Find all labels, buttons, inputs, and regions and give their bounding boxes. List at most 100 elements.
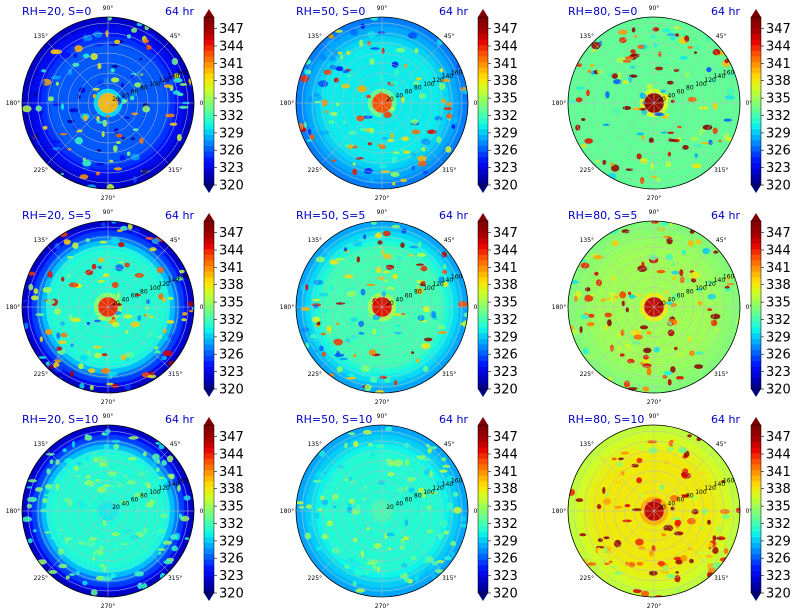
heatmap-cell [344,442,348,449]
heatmap-cell [400,530,406,536]
heatmap-cell [610,164,620,172]
colorbar-segment [204,232,214,239]
angle-tick-label: 270° [101,195,115,202]
colorbar-segment [478,553,488,560]
angle-tick-label: 225° [34,371,48,378]
heatmap-cell [658,227,664,231]
heatmap-cell [101,131,105,138]
heatmap-cell [149,315,154,319]
heatmap-cell [415,77,422,81]
polar-frame [21,16,195,190]
heatmap-cell [656,269,666,274]
angular-gridline [381,42,443,104]
heatmap-cell [301,307,310,311]
angular-gridline [593,246,655,308]
heatmap-cell [108,371,119,377]
heatmap-cell [616,333,621,338]
heatmap-cell [445,146,452,153]
heatmap-cell [99,346,104,354]
heatmap-cell [585,256,592,261]
heatmap-cell [152,238,160,245]
colorbar-segment [751,469,761,476]
colorbar-segment [751,565,761,571]
angle-tick-label: 315° [168,371,182,378]
radial-tick-label: 40 [122,92,130,99]
angle-tick-label: 180° [552,508,566,515]
heatmap-cell [103,443,110,450]
heatmap-cell [621,229,630,234]
colorbar-segment [478,565,488,571]
heatmap-cell [42,125,48,130]
heatmap-cell [617,29,628,35]
heatmap-cell [415,263,424,266]
heatmap-cell [415,284,420,289]
colorbar-segment [204,254,214,261]
heatmap-cell [591,484,598,489]
heatmap-cell [691,44,702,50]
colorbar-segment [478,321,488,328]
heatmap-cell [27,496,37,503]
panel-title-right: 64 hr [165,413,194,426]
heatmap-cell [113,145,118,153]
heatmap-cell [59,231,68,237]
heatmap-cell [98,257,105,263]
heatmap-cell [427,298,431,305]
heatmap-cell [328,475,333,482]
heatmap-cell [68,68,72,76]
heatmap-cell [431,573,436,580]
heatmap-cell [156,250,166,254]
heatmap-cell [649,549,654,557]
heatmap-cell [627,291,632,296]
colorbar-segment [751,553,761,560]
heatmap-cell [636,132,645,136]
heatmap-cell [110,237,120,244]
heatmap-cell [345,338,351,344]
heatmap-cell [44,531,51,534]
colorbar-extend-min [751,593,761,601]
angle-tick-label: 225° [308,371,322,378]
heatmap-cell [114,128,119,134]
heatmap-cell [321,533,328,540]
colorbar-tick-label: 344 [766,448,791,463]
heatmap-cell [369,58,375,65]
colorbar-segment [751,299,761,306]
heatmap-cell [304,68,308,75]
heatmap-cell [148,371,155,376]
angle-tick-label: 0° [200,304,207,311]
heatmap-cell [631,27,636,33]
heatmap-cell [369,127,375,134]
colorbar-segment [204,372,214,379]
heatmap-cell [93,532,99,540]
heatmap-cell [305,284,309,291]
angle-tick-label: 0° [200,508,207,515]
heatmap-cell [661,530,671,534]
colorbar-extend-min [204,185,214,193]
colorbar-tick-label: 332 [766,517,791,532]
heatmap-cell [52,101,61,107]
heatmap-cell [424,468,431,476]
colorbar-segment [204,28,214,35]
angle-tick-label: 180° [6,304,20,311]
colorbar-segment [204,349,214,356]
radial-tick-label: 80 [140,493,148,500]
colorbar-tick-label: 344 [493,448,518,463]
heatmap-cell [395,324,400,328]
heatmap-cell [108,470,117,477]
colorbar-tick-label: 323 [493,161,518,176]
colorbar-segment [478,542,488,549]
heatmap-cell [729,274,734,278]
heatmap-cell [438,82,446,90]
colorbar-segment [204,464,214,471]
colorbar-extend-max [751,9,761,17]
colorbar-segment [478,78,488,85]
angular-gridline [107,510,169,572]
heatmap-cell [382,230,391,237]
heatmap-cell [602,123,610,127]
heatmap-cell [687,434,692,438]
heatmap-cell [580,144,587,148]
heatmap-cell [411,351,415,354]
heatmap-cell [169,122,178,126]
colorbar-segment [478,151,488,158]
colorbar-segment [751,254,761,261]
colorbar-segment [204,481,214,487]
